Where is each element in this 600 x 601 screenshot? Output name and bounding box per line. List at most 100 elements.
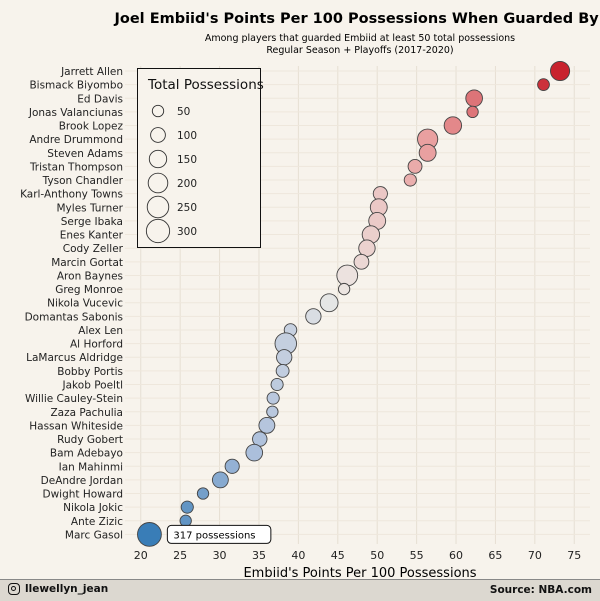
data-point (266, 405, 279, 418)
player-label: Ante Zizic (71, 516, 123, 528)
data-point (319, 293, 339, 313)
x-tick-label: 25 (173, 549, 187, 562)
instagram-icon (8, 583, 20, 595)
x-axis-ticks: 20 25 30 35 40 45 50 55 60 65 70 75 (134, 549, 581, 562)
data-point (537, 78, 550, 91)
data-point (275, 363, 290, 378)
player-label: Bobby Portis (57, 366, 123, 378)
player-label: Brook Lopez (59, 121, 124, 133)
player-label: Al Horford (70, 339, 123, 351)
legend-title: Total Possessions (148, 77, 264, 93)
legend-items: 50 100 150 200 250 300 (145, 104, 197, 244)
player-label: Marc Gasol (65, 529, 123, 541)
data-point (466, 105, 479, 119)
x-tick-label: 35 (252, 549, 266, 562)
x-tick-label: 50 (370, 549, 384, 562)
legend-label: 100 (177, 130, 197, 142)
player-label: Dwight Howard (42, 489, 123, 501)
data-point (550, 60, 571, 82)
data-point (258, 416, 276, 434)
grid (125, 66, 590, 544)
player-label: Tyson Chandler (42, 175, 124, 187)
player-label: Myles Turner (57, 202, 124, 214)
data-point (224, 458, 240, 474)
x-tick-label: 45 (331, 549, 345, 562)
size-legend: Total Possessions 50 100 150 200 250 300 (137, 68, 264, 248)
player-label: Nikola Jokic (63, 502, 123, 514)
annotation-box (166, 524, 272, 544)
player-label: Cody Zeller (63, 243, 124, 255)
x-axis-label: Embiid's Points Per 100 Possessions (243, 566, 476, 581)
data-point (305, 308, 322, 325)
data-point (266, 391, 280, 405)
player-label: Greg Monroe (55, 284, 123, 296)
legend-circle (148, 149, 168, 169)
x-tick-label: 40 (291, 549, 305, 562)
x-tick-label: 20 (134, 549, 148, 562)
chart-subtitle-line2: Regular Season + Playoffs (2017-2020) (266, 45, 453, 56)
legend-label: 300 (177, 226, 197, 238)
x-tick-label: 60 (449, 549, 463, 562)
player-label: Ian Mahinmi (59, 461, 123, 473)
legend-label: 200 (177, 178, 197, 190)
data-point (180, 500, 194, 514)
player-label: Nikola Vucevic (47, 298, 123, 310)
player-label: Domantas Sabonis (25, 311, 123, 323)
data-point (276, 349, 293, 366)
player-label: Andre Drummond (29, 134, 123, 146)
data-point (270, 377, 284, 392)
player-label: Zaza Pachulia (50, 407, 123, 419)
player-label: Rudy Gobert (57, 434, 123, 446)
chart-title: Joel Embiid's Points Per 100 Possessions… (113, 11, 600, 27)
x-tick-label: 70 (528, 549, 542, 562)
x-tick-label: 30 (213, 549, 227, 562)
data-point (353, 253, 370, 270)
data-point (179, 514, 192, 527)
player-label: Jarrett Allen (60, 66, 123, 78)
x-tick-label: 75 (567, 549, 581, 562)
data-point (137, 522, 162, 547)
data-point (443, 116, 463, 135)
player-label: DeAndre Jordan (41, 475, 123, 487)
data-point (337, 282, 351, 296)
data-point (465, 89, 483, 108)
x-tick-label: 65 (488, 549, 502, 562)
data-point (358, 239, 376, 257)
player-label: Karl-Anthony Towns (20, 189, 123, 201)
player-label: LaMarcus Aldridge (26, 352, 123, 364)
player-label: Jonas Valanciunas (28, 107, 123, 119)
x-tick-label: 55 (410, 549, 424, 562)
footer-source: Source: NBA.com (489, 584, 592, 596)
player-label: Aron Baynes (57, 270, 123, 282)
player-label: Serge Ibaka (61, 216, 123, 228)
data-point (418, 143, 437, 162)
data-point (245, 443, 264, 462)
player-label: Willie Cauley-Stein (25, 393, 123, 405)
player-label: Hassan Whiteside (29, 420, 123, 432)
data-point (211, 471, 229, 489)
legend-circle (147, 172, 169, 194)
annotation: 317 possessions (166, 524, 272, 544)
legend-circle (146, 195, 170, 219)
legend-label: 50 (177, 106, 190, 118)
player-label: Alex Len (78, 325, 123, 337)
handle-text: llewellyn_jean (25, 583, 109, 595)
data-point (336, 264, 359, 287)
legend-circle (150, 127, 166, 143)
data-point (403, 173, 417, 187)
player-label: Enes Kanter (60, 230, 124, 242)
legend-circle (151, 104, 165, 118)
legend-label: 150 (177, 154, 197, 166)
player-label: Bam Adebayo (50, 448, 123, 460)
player-label: Steven Adams (47, 148, 123, 160)
data-point (407, 159, 423, 174)
player-label: Bismack Biyombo (29, 80, 123, 92)
footer-bar: llewellyn_jean Source: NBA.com (0, 579, 600, 601)
legend-label: 250 (177, 202, 197, 214)
data-points (137, 60, 571, 547)
player-label: Jakob Poeltl (62, 379, 123, 391)
annotation-text: 317 possessions (173, 530, 255, 541)
footer-handle: llewellyn_jean (8, 583, 108, 595)
